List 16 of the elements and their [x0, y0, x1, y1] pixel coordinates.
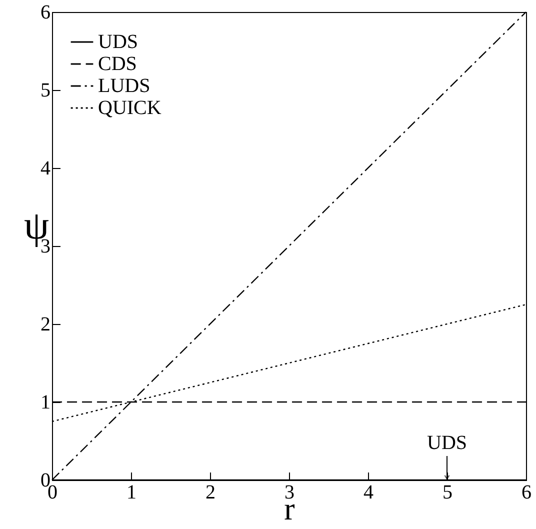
x-tick-label: 6 — [522, 482, 532, 504]
x-tick-label: 2 — [206, 482, 216, 504]
y-tick-label: 1 — [40, 392, 50, 414]
x-tick-label: 1 — [126, 482, 136, 504]
y-tick-label: 2 — [40, 314, 50, 336]
x-tick-label: 3 — [284, 482, 294, 504]
x-tick-label: 5 — [442, 482, 452, 504]
legend-label: LUDS — [98, 75, 150, 97]
y-tick-label: 6 — [40, 2, 50, 24]
y-tick-label: 4 — [40, 158, 50, 180]
y-tick-label: 5 — [40, 80, 50, 102]
legend-label: QUICK — [98, 97, 162, 119]
annotation: UDS — [426, 432, 468, 454]
x-tick-label: 4 — [364, 482, 374, 504]
legend-label: UDS — [98, 31, 138, 53]
legend-label: CDS — [98, 53, 137, 75]
